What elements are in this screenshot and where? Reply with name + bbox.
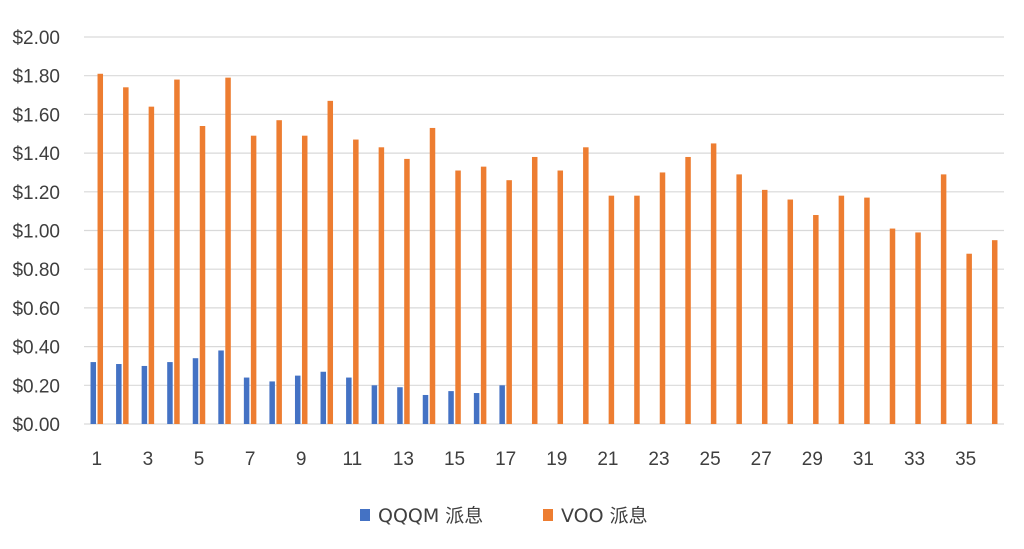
bar-qqqm-3: [141, 365, 148, 424]
bar-voo-13: [404, 158, 410, 424]
y-tick-label: $1.60: [12, 105, 60, 126]
bar-qqqm-5: [192, 358, 199, 424]
x-tick-label: 17: [495, 449, 516, 470]
bar-voo-5: [199, 126, 206, 424]
bar-voo-21: [608, 195, 615, 424]
bar-voo-12: [378, 147, 385, 425]
bar-voo-22: [634, 195, 640, 424]
x-tick-label: 33: [904, 449, 925, 470]
x-tick-label: 19: [546, 449, 567, 470]
bar-voo-24: [685, 156, 691, 424]
bar-qqqm-9: [294, 375, 301, 424]
bar-voo-29: [813, 215, 819, 424]
bar-voo-30: [838, 195, 845, 424]
y-tick-label: $1.20: [12, 183, 60, 204]
x-tick-label: 1: [91, 449, 102, 470]
bar-voo-8: [276, 120, 282, 424]
bar-voo-25: [710, 143, 717, 425]
bar-voo-32: [889, 228, 896, 424]
x-tick-label: 3: [143, 449, 154, 470]
bar-qqqm-4: [167, 362, 173, 424]
legend-swatch-voo: [543, 509, 553, 521]
bar-voo-10: [327, 100, 334, 424]
bar-voo-36: [991, 240, 998, 424]
bar-voo-11: [353, 139, 359, 424]
x-tick-label: 13: [393, 449, 414, 470]
bar-qqqm-14: [422, 394, 429, 424]
y-tick-label: $0.20: [12, 376, 60, 397]
x-tick-label: 7: [245, 449, 256, 470]
legend-label-qqqm: QQQM 派息: [378, 505, 483, 527]
x-tick-label: 5: [194, 449, 205, 470]
bars: [90, 73, 998, 425]
bar-voo-2: [123, 87, 129, 424]
bar-qqqm-16: [473, 393, 480, 424]
bar-voo-1: [97, 73, 104, 424]
bar-voo-20: [583, 147, 589, 425]
y-tick-label: $2.00: [12, 28, 60, 49]
legend-swatch-qqqm: [360, 509, 370, 521]
y-tick-label: $0.40: [12, 338, 60, 359]
x-tick-label: 35: [955, 449, 976, 470]
bar-qqqm-1: [90, 362, 97, 424]
bar-voo-34: [940, 174, 947, 424]
bar-qqqm-12: [371, 385, 378, 424]
bar-voo-31: [864, 197, 870, 424]
y-tick-label: $1.00: [12, 222, 60, 243]
bar-voo-15: [455, 170, 461, 424]
x-tick-label: 29: [802, 449, 823, 470]
bar-voo-19: [557, 170, 564, 424]
y-tick-label: $1.40: [12, 144, 60, 165]
bar-voo-33: [915, 232, 921, 424]
y-tick-label: $1.80: [12, 67, 60, 88]
bar-qqqm-2: [116, 364, 122, 424]
bar-voo-26: [736, 174, 742, 424]
y-tick-label: $0.60: [12, 299, 60, 320]
bar-voo-23: [659, 172, 666, 424]
bar-voo-28: [787, 199, 794, 424]
gridlines: [84, 36, 1004, 425]
bar-voo-35: [966, 253, 972, 424]
legend: QQQM 派息 VOO 派息: [360, 505, 648, 527]
bar-qqqm-13: [397, 387, 403, 424]
x-tick-label: 31: [853, 449, 874, 470]
bar-voo-6: [225, 77, 231, 424]
bar-voo-27: [761, 189, 768, 424]
x-tick-label: 15: [444, 449, 465, 470]
x-tick-label: 11: [342, 449, 362, 470]
y-tick-label: $0.00: [12, 415, 60, 436]
x-tick-label: 9: [296, 449, 307, 470]
bar-voo-3: [148, 106, 155, 424]
bar-voo-14: [429, 127, 436, 424]
bar-voo-17: [506, 180, 512, 424]
x-tick-label: 27: [751, 449, 772, 470]
x-tick-label: 25: [700, 449, 721, 470]
bar-qqqm-15: [448, 391, 454, 424]
bar-voo-18: [531, 156, 538, 424]
y-axis-tick-labels: $0.00 $0.20 $0.40 $0.60 $0.80 $1.00 $1.20 $1.40…: [12, 28, 60, 436]
bar-qqqm-6: [218, 350, 224, 424]
legend-label-voo: VOO 派息: [561, 505, 648, 527]
bar-qqqm-10: [320, 371, 327, 424]
x-tick-label: 23: [648, 449, 669, 470]
bar-qqqm-7: [243, 377, 250, 424]
bar-voo-16: [480, 166, 487, 424]
bar-voo-9: [301, 135, 308, 424]
bar-qqqm-8: [269, 381, 275, 424]
x-tick-label: 21: [597, 449, 618, 470]
y-tick-label: $0.80: [12, 260, 60, 281]
bar-voo-7: [250, 135, 257, 424]
bar-qqqm-11: [346, 377, 352, 424]
x-axis-tick-labels: 1 3 5 7 9 11 13 15 17 19 21 23 25 27 29 31 33 35: [91, 449, 976, 470]
bar-qqqm-17: [499, 385, 505, 424]
bar-voo-4: [174, 79, 180, 424]
